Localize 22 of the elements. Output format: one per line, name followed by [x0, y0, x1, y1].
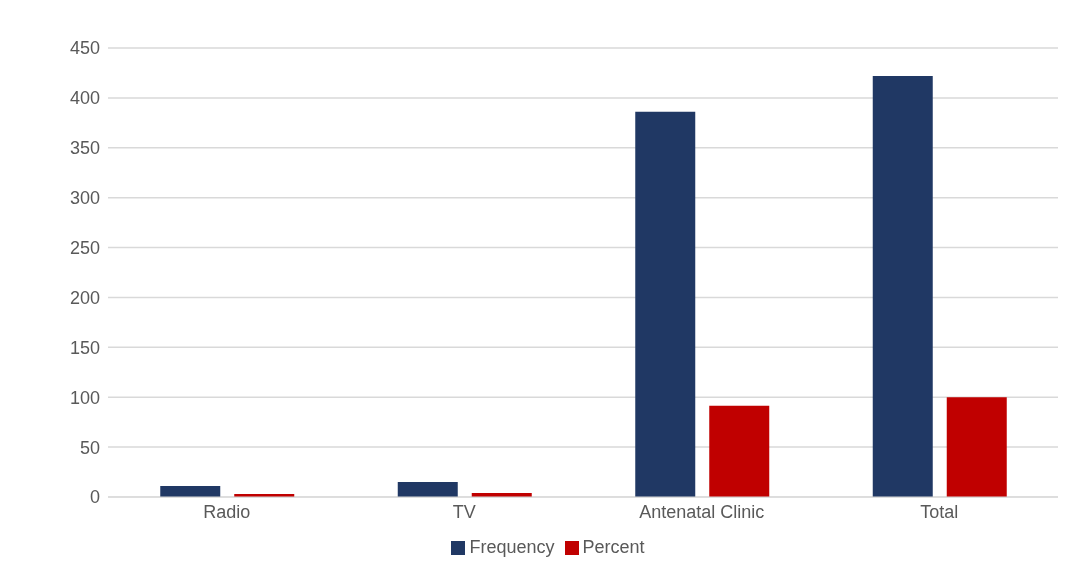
y-tick-label: 250: [69, 237, 100, 258]
y-tick-label: 350: [69, 138, 100, 159]
bar: [160, 486, 221, 497]
x-tick-label: Antenatal Clinic: [639, 501, 765, 522]
y-tick-label: 400: [69, 88, 100, 109]
y-tick-label: 50: [79, 437, 100, 458]
bar: [635, 111, 696, 497]
bar: [872, 75, 933, 497]
legend-label: Frequency: [469, 537, 555, 557]
y-tick-label: 450: [69, 38, 100, 59]
bar: [946, 397, 1007, 497]
y-tick-label: 200: [69, 287, 100, 308]
y-tick-label: 0: [89, 487, 100, 508]
bar: [709, 405, 770, 497]
x-tick-label: Radio: [203, 501, 251, 522]
legend-label: Percent: [582, 537, 645, 557]
y-tick-label: 300: [69, 188, 100, 209]
x-tick-label: TV: [452, 501, 476, 522]
y-tick-label: 150: [69, 337, 100, 358]
y-tick-label: 100: [69, 387, 100, 408]
bar: [397, 482, 458, 497]
x-tick-label: Total: [920, 501, 959, 522]
